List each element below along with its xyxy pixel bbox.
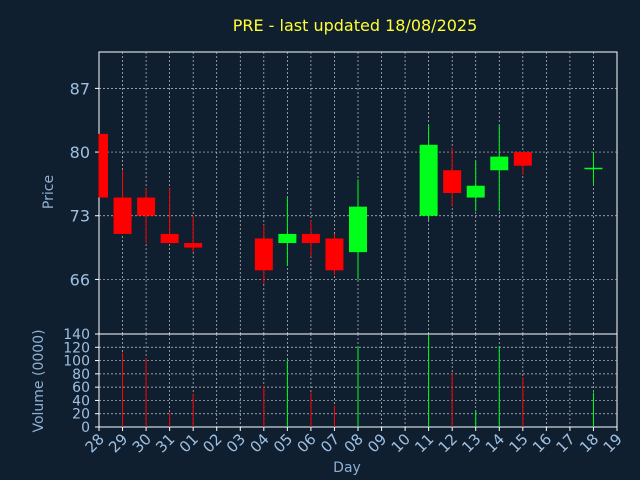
price-panel: 66 73 80 87 [70,51,618,335]
candle-12 [443,147,462,207]
price-tick-label: 80 [70,143,90,162]
volume-tick-label: 60 [72,380,90,396]
candle-body [419,144,438,216]
candle-body [278,233,297,244]
candle-body [113,197,132,234]
candle-body [254,238,273,271]
candle-06 [301,220,320,257]
candle-01 [184,215,203,253]
candle-body [325,238,344,271]
candle-body [466,185,485,198]
candle-body [301,233,320,244]
volume-axis-label: Volume (0000) [31,329,47,432]
candle-body [160,233,179,244]
candle-body [490,156,509,171]
candle-body [99,133,108,198]
volume-tick-label: 140 [63,327,90,343]
volume-tick-label: 20 [72,407,90,423]
candle-18 [584,152,603,184]
candle-15 [513,152,532,175]
candle-28 [98,133,108,198]
price-tick-label: 73 [70,207,90,226]
candle-body [184,243,203,248]
price-tick-label: 87 [70,79,90,98]
price-tick-label: 66 [70,270,90,289]
candle-13 [466,161,485,212]
candle-30 [137,188,156,244]
candle-04 [254,224,273,284]
candle-05 [278,197,297,266]
volume-tick-label: 40 [72,393,90,409]
candle-11 [419,124,438,221]
volume-tick-label: 80 [72,367,90,383]
x-axis-label: Day [333,460,361,476]
candle-31 [160,188,179,244]
candle-body [349,206,367,253]
price-axis-label: Price [41,175,57,209]
candle-body [137,197,156,216]
volume-tick-label: 0 [81,420,90,436]
candle-14 [490,124,509,212]
volume-tick-label: 100 [63,354,90,370]
candle-body [513,152,532,166]
candle-08 [349,179,367,280]
candle-07 [325,233,344,275]
chart-title: PRE - last updated 18/08/2025 [233,16,478,35]
volume-tick-label: 120 [63,340,90,356]
candle-body [443,170,462,193]
candle-29 [113,170,132,234]
